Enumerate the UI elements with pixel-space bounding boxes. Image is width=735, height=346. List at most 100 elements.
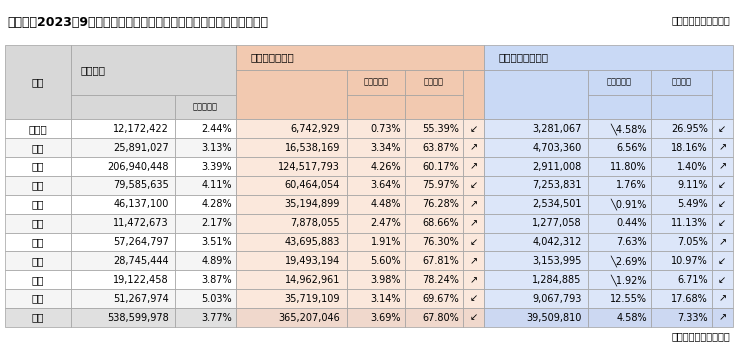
Text: 5.03%: 5.03% xyxy=(201,294,232,304)
Text: 57,264,797: 57,264,797 xyxy=(113,237,169,247)
Text: 中小企業等向け: 中小企業等向け xyxy=(251,52,295,62)
Text: 60.17%: 60.17% xyxy=(423,162,459,172)
Text: 1,284,885: 1,284,885 xyxy=(532,275,582,285)
Text: 51,267,974: 51,267,974 xyxy=(113,294,169,304)
Text: ↙: ↙ xyxy=(718,181,726,190)
Text: 東北: 東北 xyxy=(32,143,44,153)
Text: 18.16%: 18.16% xyxy=(671,143,708,153)
Text: ↙: ↙ xyxy=(469,312,477,322)
Text: 39,509,810: 39,509,810 xyxy=(526,312,582,322)
Text: 前年同期比: 前年同期比 xyxy=(607,78,632,87)
Text: 3.64%: 3.64% xyxy=(370,181,401,190)
Text: ↙: ↙ xyxy=(469,181,477,190)
Text: 九州: 九州 xyxy=(32,294,44,304)
Text: 4.28%: 4.28% xyxy=(201,199,232,209)
Text: 3.14%: 3.14% xyxy=(370,294,401,304)
Text: 3.39%: 3.39% xyxy=(201,162,232,172)
Text: 6,742,929: 6,742,929 xyxy=(290,124,340,134)
Text: 3.87%: 3.87% xyxy=(201,275,232,285)
Text: 中部: 中部 xyxy=(32,199,44,209)
Text: 55.39%: 55.39% xyxy=(422,124,459,134)
Text: 貸出比率: 貸出比率 xyxy=(423,78,444,87)
Text: 7.33%: 7.33% xyxy=(677,312,708,322)
Text: 76.30%: 76.30% xyxy=(423,237,459,247)
Text: 0.73%: 0.73% xyxy=(370,124,401,134)
Text: 3.69%: 3.69% xyxy=(370,312,401,322)
Text: （金額単位：百万円）: （金額単位：百万円） xyxy=(671,16,730,26)
Text: 総貸出金: 総貸出金 xyxy=(81,65,106,75)
Text: ↗: ↗ xyxy=(469,143,477,153)
Text: 地区別　2023年9月中間期　中小企業等・地方公共団体向け貸出金残高: 地区別 2023年9月中間期 中小企業等・地方公共団体向け貸出金残高 xyxy=(7,16,268,29)
Text: ↙: ↙ xyxy=(718,218,726,228)
Text: 17.68%: 17.68% xyxy=(671,294,708,304)
Text: 69.67%: 69.67% xyxy=(423,294,459,304)
Text: 79,585,635: 79,585,635 xyxy=(113,181,169,190)
Text: 206,940,448: 206,940,448 xyxy=(107,162,169,172)
Text: 5.49%: 5.49% xyxy=(677,199,708,209)
Text: ↗: ↗ xyxy=(718,237,726,247)
Text: 538,599,978: 538,599,978 xyxy=(107,312,169,322)
Text: ↗: ↗ xyxy=(469,275,477,285)
Text: ↗: ↗ xyxy=(469,199,477,209)
Text: 関東: 関東 xyxy=(32,181,44,190)
Text: 46,137,100: 46,137,100 xyxy=(113,199,169,209)
Text: 43,695,883: 43,695,883 xyxy=(284,237,340,247)
Text: 近畿: 近畿 xyxy=(32,237,44,247)
Text: 北陸: 北陸 xyxy=(32,218,44,228)
Text: 6.71%: 6.71% xyxy=(677,275,708,285)
Text: 6.56%: 6.56% xyxy=(617,143,647,153)
Text: 4,042,312: 4,042,312 xyxy=(532,237,582,247)
Text: 75.97%: 75.97% xyxy=(422,181,459,190)
Text: 1.91%: 1.91% xyxy=(370,237,401,247)
Text: 貸出比率: 貸出比率 xyxy=(671,78,691,87)
Text: 11.13%: 11.13% xyxy=(671,218,708,228)
Text: 2.47%: 2.47% xyxy=(370,218,401,228)
Text: 1.40%: 1.40% xyxy=(678,162,708,172)
Text: 地区: 地区 xyxy=(32,77,44,87)
Text: 東京: 東京 xyxy=(32,162,44,172)
Text: ╲1.92%: ╲1.92% xyxy=(611,274,647,286)
Text: 10.97%: 10.97% xyxy=(671,256,708,266)
Text: 地方公共団体向け: 地方公共団体向け xyxy=(499,52,549,62)
Text: 63.87%: 63.87% xyxy=(423,143,459,153)
Text: 四国: 四国 xyxy=(32,275,44,285)
Text: 2.44%: 2.44% xyxy=(201,124,232,134)
Text: 3.77%: 3.77% xyxy=(201,312,232,322)
Text: 9,067,793: 9,067,793 xyxy=(532,294,582,304)
Text: 2,911,008: 2,911,008 xyxy=(533,162,582,172)
Text: 365,207,046: 365,207,046 xyxy=(279,312,340,322)
Text: 67.81%: 67.81% xyxy=(423,256,459,266)
Text: ↗: ↗ xyxy=(718,143,726,153)
Text: 3,281,067: 3,281,067 xyxy=(532,124,582,134)
Text: 3.51%: 3.51% xyxy=(201,237,232,247)
Text: ╲4.58%: ╲4.58% xyxy=(611,123,647,135)
Text: 3,153,995: 3,153,995 xyxy=(532,256,582,266)
Text: 中国: 中国 xyxy=(32,256,44,266)
Text: 0.44%: 0.44% xyxy=(617,218,647,228)
Text: 合計: 合計 xyxy=(32,312,44,322)
Text: 4,703,360: 4,703,360 xyxy=(533,143,582,153)
Text: 4.89%: 4.89% xyxy=(201,256,232,266)
Text: 5.60%: 5.60% xyxy=(370,256,401,266)
Text: ↙: ↙ xyxy=(718,199,726,209)
Text: 67.80%: 67.80% xyxy=(423,312,459,322)
Text: 19,122,458: 19,122,458 xyxy=(113,275,169,285)
Text: 7,253,831: 7,253,831 xyxy=(532,181,582,190)
Text: 7.05%: 7.05% xyxy=(677,237,708,247)
Text: ↙: ↙ xyxy=(469,237,477,247)
Text: ↙: ↙ xyxy=(718,124,726,134)
Text: 2.17%: 2.17% xyxy=(201,218,232,228)
Text: 4.26%: 4.26% xyxy=(370,162,401,172)
Text: 68.66%: 68.66% xyxy=(423,218,459,228)
Text: 7,878,055: 7,878,055 xyxy=(290,218,340,228)
Text: 9.11%: 9.11% xyxy=(678,181,708,190)
Text: 前年同期比: 前年同期比 xyxy=(193,102,218,111)
Text: ↗: ↗ xyxy=(469,218,477,228)
Text: ↙: ↙ xyxy=(469,294,477,304)
Text: 14,962,961: 14,962,961 xyxy=(284,275,340,285)
Text: 11.80%: 11.80% xyxy=(610,162,647,172)
Text: 12.55%: 12.55% xyxy=(610,294,647,304)
Text: 12,172,422: 12,172,422 xyxy=(113,124,169,134)
Text: ↗: ↗ xyxy=(718,162,726,172)
Text: 1,277,058: 1,277,058 xyxy=(532,218,582,228)
